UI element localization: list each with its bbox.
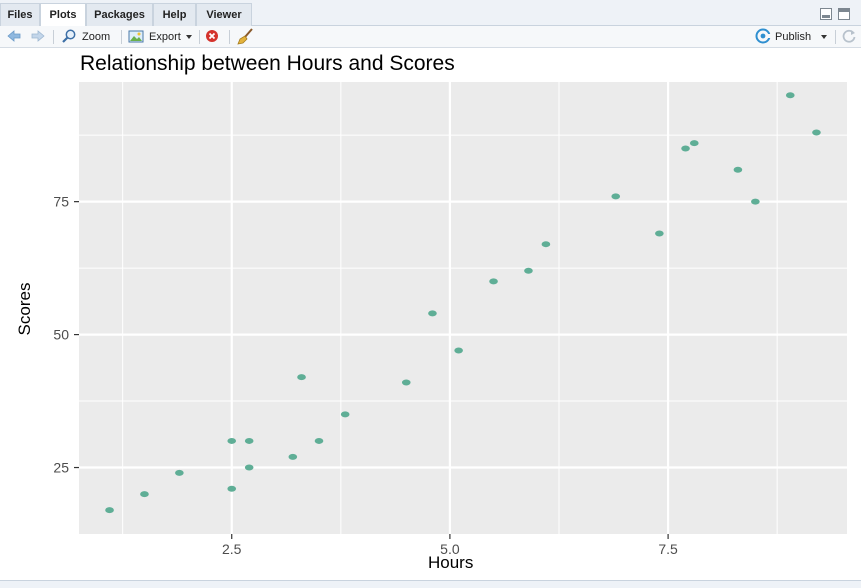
forward-arrow-icon[interactable]: [30, 28, 46, 44]
maximize-pane-button[interactable]: [838, 8, 850, 20]
data-point: [314, 437, 324, 444]
data-point: [689, 140, 699, 147]
data-point: [733, 166, 743, 173]
data-point: [227, 437, 237, 444]
toolbar-divider: [835, 30, 836, 44]
major-gridlines: [79, 82, 847, 534]
data-point: [524, 267, 533, 274]
chevron-down-icon: [185, 35, 192, 40]
tab-files[interactable]: Files: [0, 3, 40, 26]
tab-packages[interactable]: Packages: [86, 3, 153, 26]
export-image-icon: [128, 30, 144, 43]
data-point: [297, 374, 306, 381]
data-point: [175, 469, 184, 476]
data-point: [541, 241, 551, 248]
chevron-down-icon: [821, 35, 828, 40]
tab-plots[interactable]: Plots: [40, 3, 86, 27]
x-tick-label: 2.5: [222, 541, 242, 557]
plot-panel: [79, 82, 847, 534]
x-axis-label: Hours: [428, 553, 474, 572]
tab-help[interactable]: Help: [153, 3, 196, 26]
minor-gridlines: [79, 82, 847, 534]
x-tick-label: 5.0: [440, 541, 460, 557]
data-point: [244, 464, 254, 471]
data-point: [785, 92, 795, 99]
refresh-icon[interactable]: [841, 28, 857, 44]
y-tick-label: 25: [53, 460, 69, 476]
pane-bottom-edge: [0, 580, 861, 588]
axis-ticks: 2.5 5.0 7.5 25 50 75: [53, 194, 678, 557]
data-point: [401, 379, 411, 386]
data-point: [140, 491, 149, 498]
data-point: [105, 507, 114, 514]
publish-dropdown-button[interactable]: Publish: [775, 28, 828, 46]
data-point: [428, 310, 437, 317]
y-tick-label: 50: [53, 327, 69, 343]
publish-icon: [755, 28, 772, 44]
publish-label: Publish: [775, 31, 812, 43]
zoom-icon: [62, 29, 76, 43]
data-point: [812, 129, 821, 136]
data-point: [751, 198, 760, 205]
remove-plot-icon[interactable]: [205, 28, 219, 44]
x-tick-label: 7.5: [658, 541, 678, 557]
back-arrow-icon[interactable]: [6, 28, 22, 44]
y-tick-label: 75: [53, 194, 69, 210]
data-point: [340, 411, 350, 418]
data-point: [489, 278, 498, 285]
toolbar-divider: [121, 30, 122, 44]
data-point: [611, 193, 621, 200]
data-point: [288, 453, 298, 460]
plots-toolbar: Zoom Export Publish: [0, 26, 861, 48]
data-point: [655, 230, 664, 237]
broom-clear-icon[interactable]: [237, 28, 255, 45]
export-dropdown-button[interactable]: Export: [149, 28, 192, 46]
pane-tab-bar: Files Plots Packages Help Viewer: [0, 0, 861, 27]
toolbar-divider: [229, 30, 230, 44]
data-point: [454, 347, 463, 354]
toolbar-divider: [199, 30, 200, 44]
export-label: Export: [149, 31, 181, 43]
chart-title: Relationship between Hours and Scores: [80, 52, 455, 75]
data-point: [227, 485, 237, 492]
data-points: [105, 92, 821, 514]
data-point: [244, 437, 254, 444]
zoom-button[interactable]: Zoom: [82, 31, 111, 43]
toolbar-divider: [53, 30, 54, 44]
data-point: [681, 145, 690, 152]
tab-viewer[interactable]: Viewer: [196, 3, 252, 26]
y-axis-label: Scores: [15, 282, 34, 336]
minimize-pane-button[interactable]: [820, 8, 832, 20]
